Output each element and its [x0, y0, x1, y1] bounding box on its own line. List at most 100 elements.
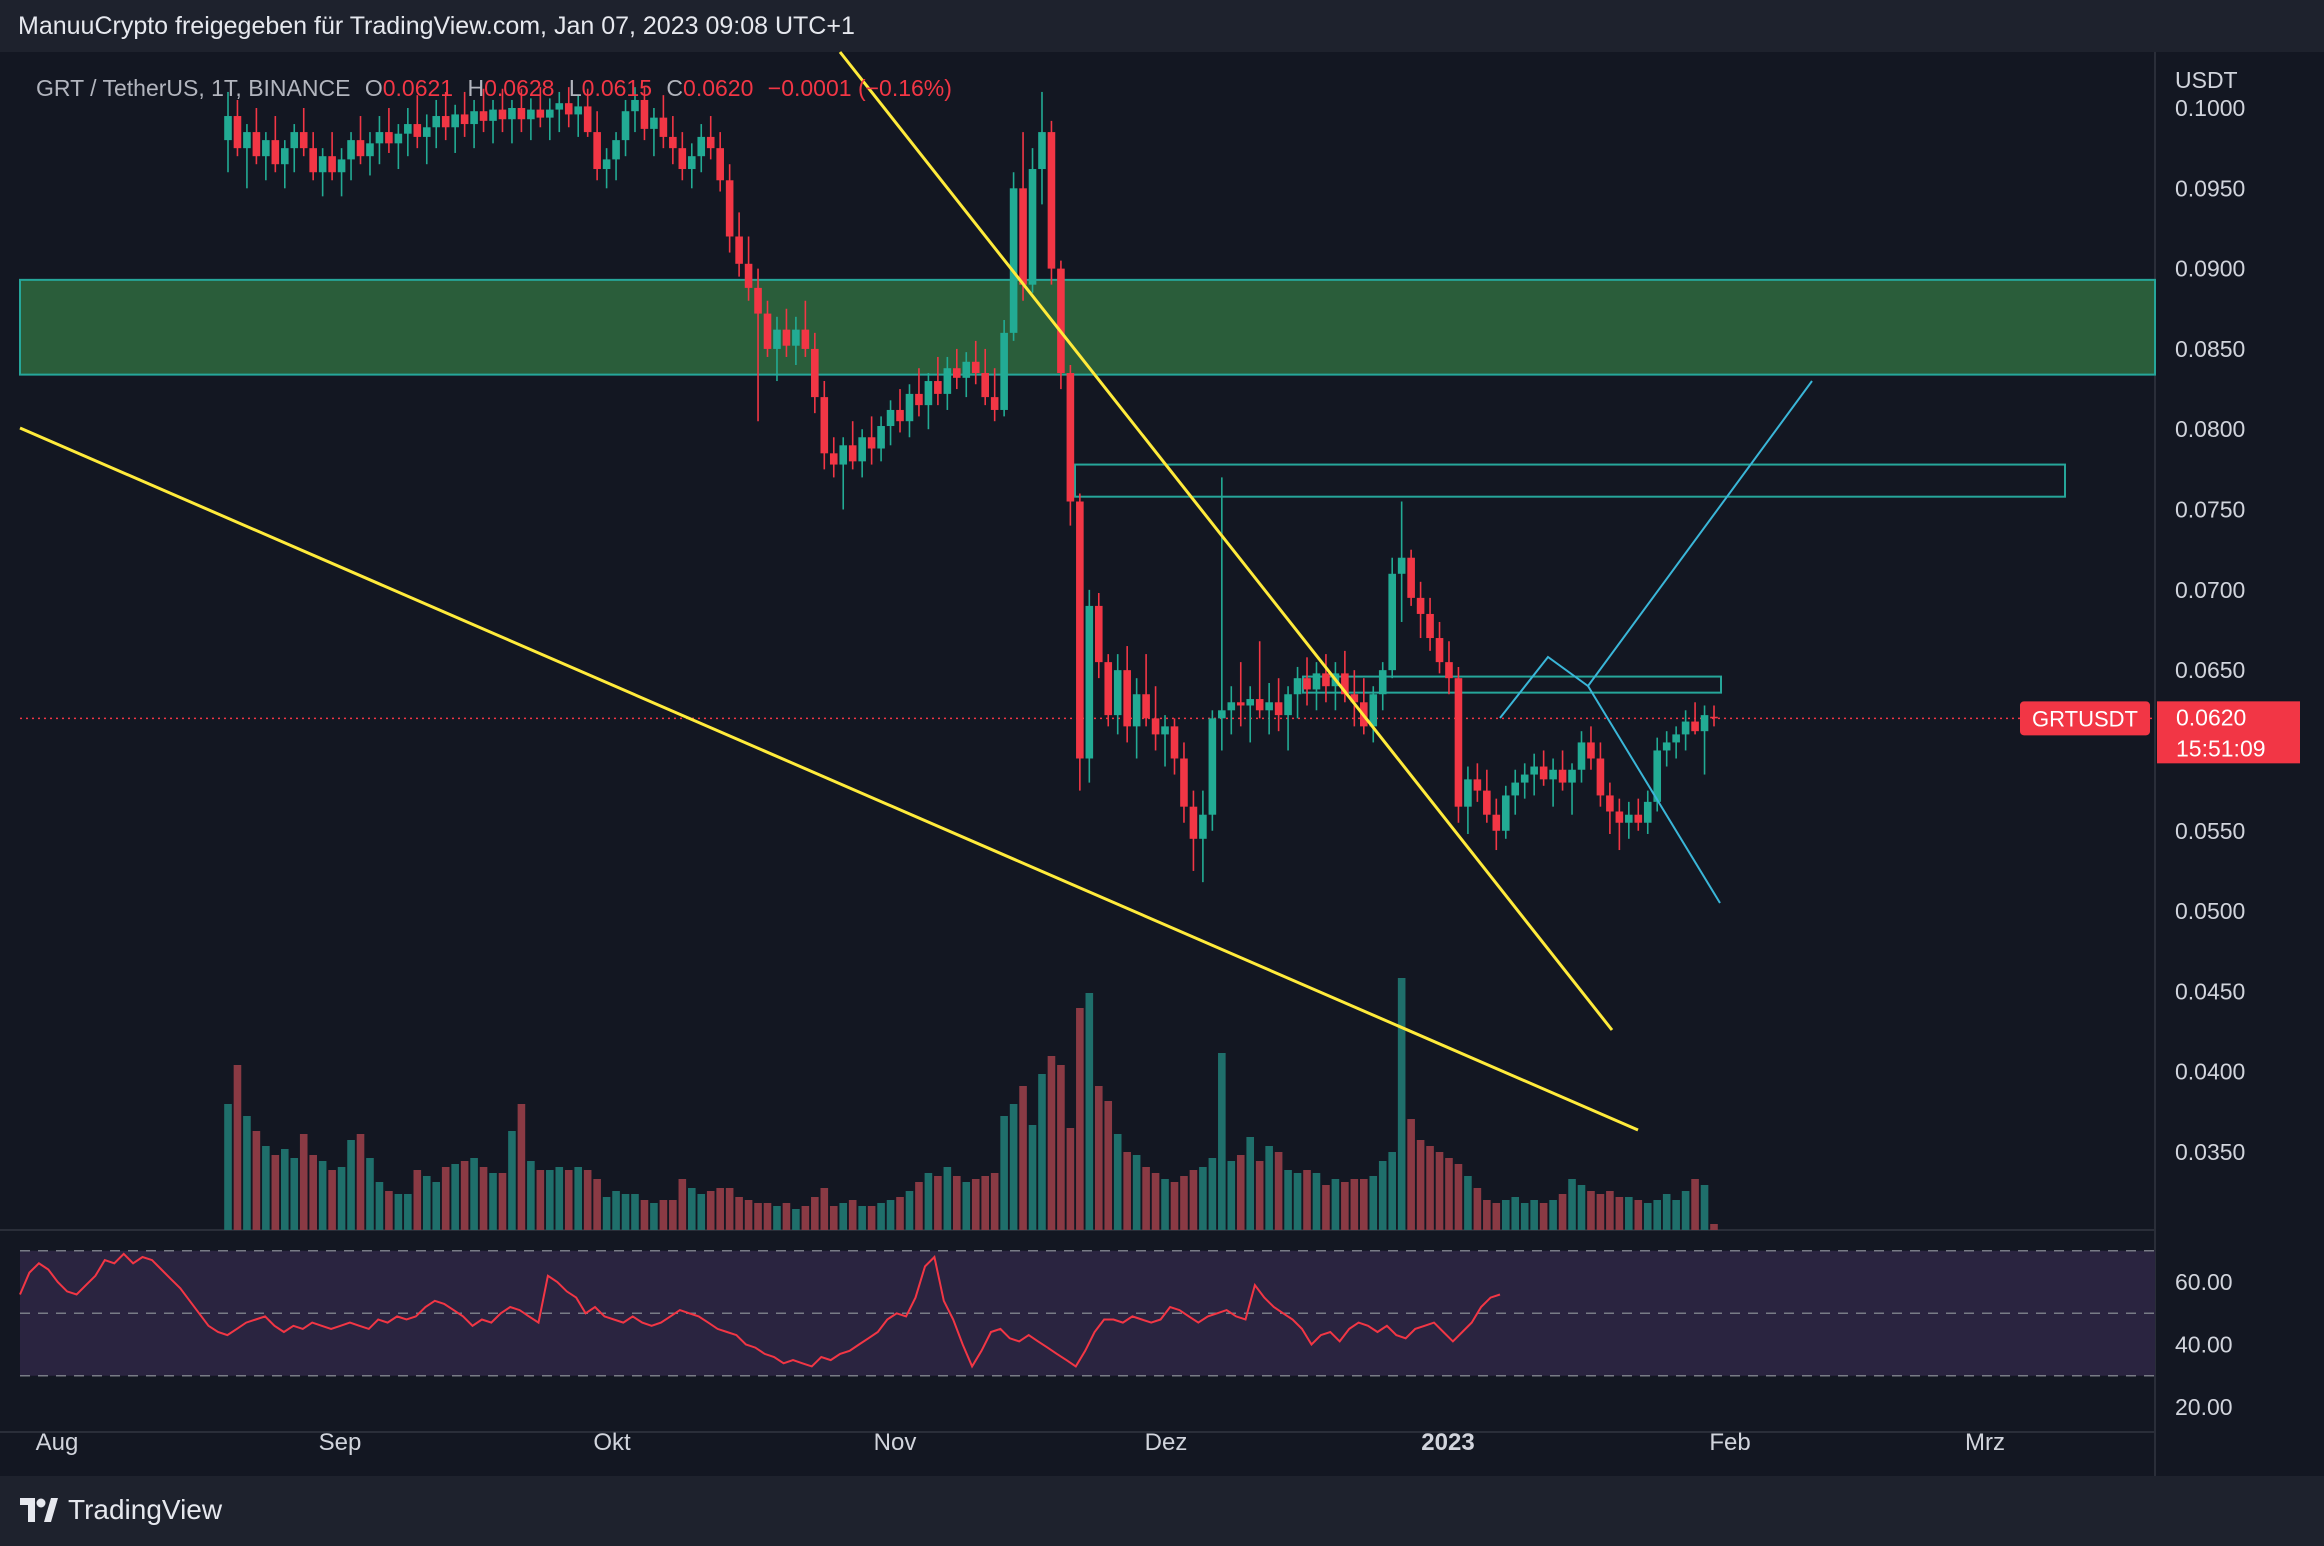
volume-bar — [262, 1146, 270, 1230]
rsi-axis-tick: 40.00 — [2175, 1332, 2233, 1358]
volume-bar — [1199, 1167, 1207, 1230]
volume-bar — [413, 1170, 422, 1230]
candle-body — [754, 287, 762, 314]
volume-bar — [422, 1176, 431, 1230]
last-price-symbol-badge — [2020, 701, 2150, 736]
candle-body — [243, 132, 251, 149]
volume-bar — [990, 1173, 999, 1230]
candle-body — [1189, 806, 1198, 839]
legend-open-value: 0.0621 — [382, 75, 454, 101]
volume-bar — [299, 1134, 308, 1230]
volume-bar — [1596, 1194, 1605, 1230]
candle-body — [328, 156, 336, 173]
resistance-zone — [19, 278, 2156, 376]
candle-body — [1672, 734, 1680, 743]
tradingview-logo[interactable]: TradingView — [20, 1494, 222, 1526]
volume-bar — [460, 1161, 469, 1230]
candle-body — [1341, 673, 1349, 695]
candle-body — [290, 132, 299, 149]
volume-bar — [754, 1203, 762, 1230]
volume-bar — [1076, 1008, 1084, 1230]
candle-body — [1009, 188, 1018, 333]
candle-body — [583, 106, 592, 133]
volume-bar — [621, 1194, 630, 1230]
volume-bar — [1113, 1134, 1122, 1230]
volume-bar — [328, 1170, 336, 1230]
candle-body — [1161, 726, 1169, 735]
shared-by-text: ManuuCrypto freigegeben für TradingView.… — [18, 12, 855, 40]
volume-bar — [555, 1167, 564, 1230]
candle-body — [593, 132, 601, 170]
candle-body — [915, 393, 923, 406]
candle-body — [1388, 573, 1396, 671]
volume-bar — [1625, 1197, 1633, 1230]
rsi-line — [19, 1252, 1501, 1369]
price-axis-tick: 0.0400 — [2175, 1059, 2245, 1085]
bullish-projection-path — [1499, 380, 1813, 719]
candle-body — [1151, 718, 1160, 735]
rsi-axis-tick: 60.00 — [2175, 1269, 2233, 1295]
candle-body — [451, 114, 459, 128]
volume-bar — [498, 1173, 507, 1230]
legend-high-label: H — [467, 75, 485, 101]
volume-bar — [337, 1167, 346, 1230]
last-price-symbol: GRTUSDT — [2032, 706, 2138, 731]
volume-bar — [1066, 1128, 1075, 1230]
volume-bar — [385, 1191, 393, 1230]
volume-bar — [1473, 1188, 1482, 1230]
candle-body — [432, 116, 441, 128]
candle-body — [441, 116, 450, 128]
volume-bar — [366, 1158, 374, 1230]
volume-bar — [811, 1197, 819, 1230]
candle-body — [1492, 814, 1501, 831]
volume-bar — [1123, 1152, 1131, 1230]
candle-body — [318, 156, 327, 173]
volume-bar — [697, 1194, 706, 1230]
volume-bar — [593, 1179, 601, 1230]
candle-body — [706, 136, 715, 149]
volume-bar — [404, 1194, 412, 1230]
volume-bar — [905, 1191, 914, 1230]
last-price-countdown: 15:51:09 — [2176, 735, 2266, 761]
candle-body — [422, 127, 431, 137]
volume-bar — [1549, 1200, 1557, 1230]
volume-bar — [527, 1161, 535, 1230]
volume-bar — [1028, 1125, 1037, 1230]
volume-bar — [233, 1065, 242, 1230]
candle-body — [905, 393, 914, 422]
candle-body — [1577, 742, 1586, 770]
volume-bar — [848, 1200, 857, 1230]
time-axis-label: Dez — [1145, 1429, 1188, 1456]
volume-bar — [347, 1140, 355, 1230]
volume-bar — [1227, 1161, 1236, 1230]
volume-bar — [706, 1191, 715, 1230]
candle-body — [1170, 726, 1179, 759]
volume-bar — [735, 1197, 743, 1230]
candle-body — [943, 368, 952, 394]
candle-body — [1454, 678, 1463, 807]
volume-bar — [1435, 1152, 1444, 1230]
candle-body — [612, 140, 620, 160]
candle-body — [1113, 670, 1122, 716]
volume-bar — [915, 1182, 923, 1230]
volume-bar — [1132, 1155, 1141, 1230]
price-axis-tick: 0.1000 — [2175, 95, 2245, 121]
volume-bar — [858, 1206, 866, 1230]
price-axis-currency: USDT — [2175, 67, 2238, 93]
candle-body — [375, 132, 384, 144]
volume-bar — [1407, 1119, 1415, 1230]
candle-body — [1303, 678, 1311, 690]
volume-bar — [1331, 1179, 1340, 1230]
candle-body — [1615, 811, 1624, 823]
volume-bar — [1501, 1200, 1510, 1230]
price-axis-tick: 0.0450 — [2175, 978, 2245, 1004]
volume-bar — [1019, 1086, 1027, 1230]
volume-bar — [1274, 1152, 1283, 1230]
volume-bar — [1416, 1140, 1425, 1230]
candle-body — [1236, 702, 1245, 706]
price-axis-tick: 0.0550 — [2175, 818, 2245, 844]
volume-bar — [725, 1188, 734, 1230]
candle-body — [678, 148, 687, 170]
candle-body — [1558, 769, 1567, 783]
